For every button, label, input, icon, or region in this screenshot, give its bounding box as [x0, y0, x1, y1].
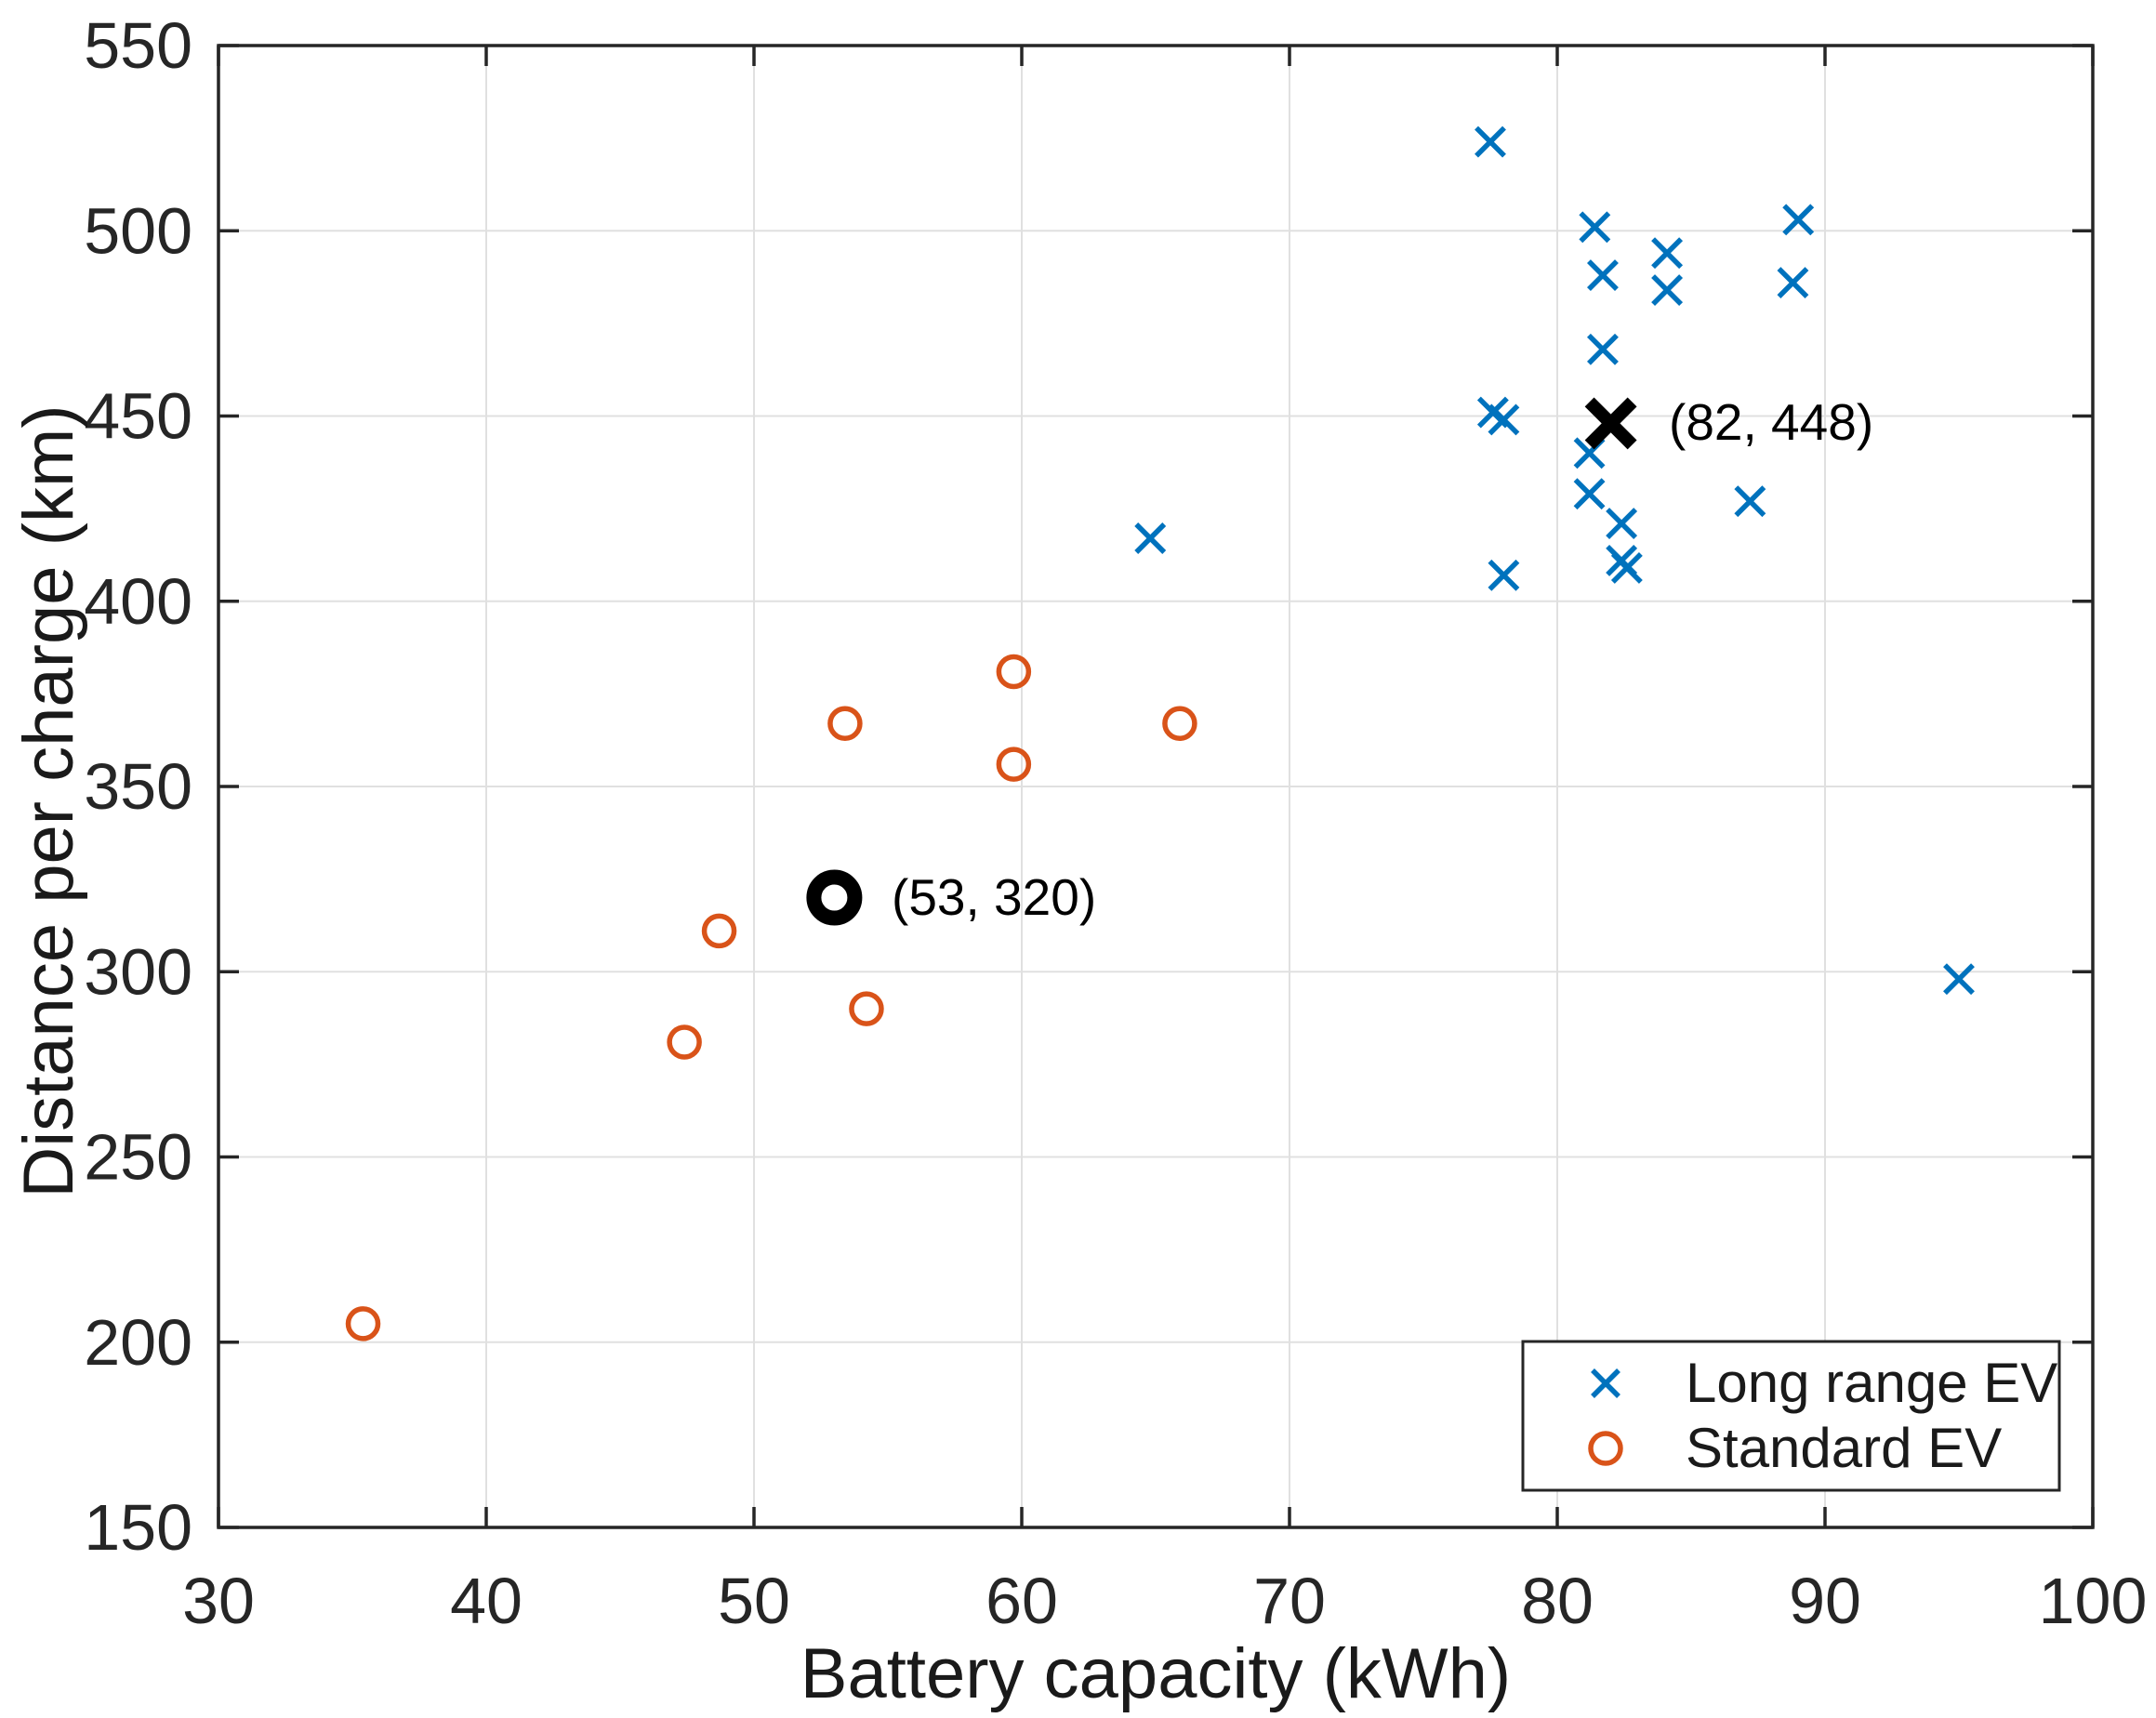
y-tick-label: 400	[84, 565, 192, 638]
long-range-ev-marker	[1573, 478, 1606, 510]
legend-standard-circle-icon	[1588, 1431, 1623, 1466]
y-tick-label: 250	[84, 1121, 192, 1194]
standard-ev-marker	[996, 747, 1032, 782]
x-axis-label: Battery capacity (kWh)	[800, 1634, 1511, 1713]
standard-ev-marker	[1162, 706, 1197, 742]
long-range-ev-marker	[1606, 508, 1638, 540]
legend: Long range EV Standard EV	[1521, 1340, 2061, 1492]
x-tick-label: 90	[1789, 1565, 1861, 1637]
long-range-ev-marker	[1782, 204, 1815, 236]
x-tick-label: 60	[985, 1565, 1058, 1637]
centroid-label-standard: (53, 320)	[892, 868, 1096, 926]
long-range-ev-marker	[1651, 237, 1684, 270]
long-range-ev-marker	[1475, 126, 1506, 158]
y-tick-label: 150	[84, 1491, 192, 1564]
long-range-ev-marker	[1651, 274, 1684, 306]
legend-long-range-x-icon	[1591, 1368, 1620, 1398]
standard-ev-marker	[996, 654, 1032, 690]
y-tick-label: 200	[84, 1306, 192, 1379]
long-range-ev-marker	[1488, 559, 1520, 591]
standard-ev-marker	[701, 913, 737, 949]
long-range-ev-marker	[1943, 963, 1975, 996]
x-tick-label: 40	[450, 1565, 522, 1637]
y-tick-label: 500	[84, 194, 192, 267]
data-markers	[345, 126, 1975, 1341]
long-range-ev-marker	[1488, 403, 1520, 436]
centroid-label-long-range: (82, 448)	[1669, 393, 1873, 451]
long-range-ev-marker	[1734, 485, 1766, 518]
y-tick-label: 300	[84, 935, 192, 1008]
legend-label-standard: Standard EV	[1686, 1417, 2002, 1479]
long-range-ev-marker	[1579, 211, 1611, 244]
x-tick-label: 50	[718, 1565, 790, 1637]
standard-ev-marker	[667, 1024, 702, 1060]
x-tick-label: 80	[1521, 1565, 1594, 1637]
standard-ev-marker	[827, 706, 863, 742]
x-tick-label: 100	[2039, 1565, 2148, 1637]
x-tick-label: 70	[1253, 1565, 1326, 1637]
long-range-ev-marker	[1134, 522, 1167, 554]
centroid-o-marker	[806, 869, 863, 926]
y-tick-label: 450	[84, 380, 192, 453]
tick-labels: 30 40 50 60 70 80 90 100 150 200 250 300 350 400 450 50…	[84, 9, 2147, 1637]
x-tick-label: 30	[182, 1565, 255, 1637]
gridlines	[218, 45, 2094, 1528]
standard-ev-marker	[849, 991, 884, 1026]
legend-label-long-range: Long range EV	[1686, 1352, 2057, 1414]
long-range-ev-marker	[1610, 551, 1643, 584]
plot-border	[217, 44, 2095, 1529]
y-tick-label: 350	[84, 750, 192, 823]
standard-ev-marker	[345, 1306, 381, 1341]
long-range-ev-marker	[1587, 333, 1619, 365]
centroid-x-marker	[1584, 397, 1637, 450]
legend-box	[1521, 1340, 2061, 1492]
long-range-ev-marker	[1587, 259, 1619, 292]
y-axis-label: Distance per charge (km)	[9, 404, 88, 1197]
long-range-ev-marker	[1777, 267, 1809, 298]
y-tick-label: 550	[84, 9, 192, 82]
